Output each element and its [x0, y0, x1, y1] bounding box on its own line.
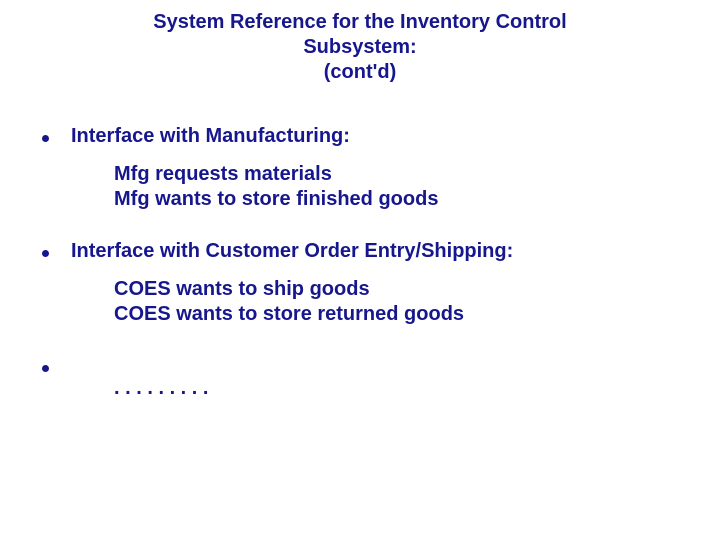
bullet-icon	[42, 365, 49, 372]
title-line-2: Subsystem:	[0, 35, 720, 60]
body-line: COES wants to ship goods	[114, 277, 680, 302]
body-line: Mfg wants to store finished goods	[114, 187, 680, 212]
body-line: COES wants to store returned goods	[114, 302, 680, 327]
title-line-1: System Reference for the Inventory Contr…	[0, 10, 720, 35]
section-body: . . . . . . . . .	[42, 376, 680, 401]
section-body: Mfg requests materials Mfg wants to stor…	[42, 162, 680, 212]
slide-content: Interface with Manufacturing: Mfg reques…	[0, 85, 720, 401]
bullet-icon	[42, 135, 49, 142]
section-body: COES wants to ship goods COES wants to s…	[42, 277, 680, 327]
title-line-3: (cont'd)	[0, 60, 720, 85]
slide-title: System Reference for the Inventory Contr…	[0, 0, 720, 85]
bullet-item: Interface with Customer Order Entry/Ship…	[42, 240, 680, 263]
section-heading: Interface with Customer Order Entry/Ship…	[71, 240, 513, 263]
section-heading: Interface with Manufacturing:	[71, 125, 350, 148]
bullet-item: Interface with Manufacturing:	[42, 125, 680, 148]
bullet-icon	[42, 250, 49, 257]
bullet-item	[42, 355, 680, 372]
ellipsis-line: . . . . . . . . .	[114, 376, 680, 401]
body-line: Mfg requests materials	[114, 162, 680, 187]
